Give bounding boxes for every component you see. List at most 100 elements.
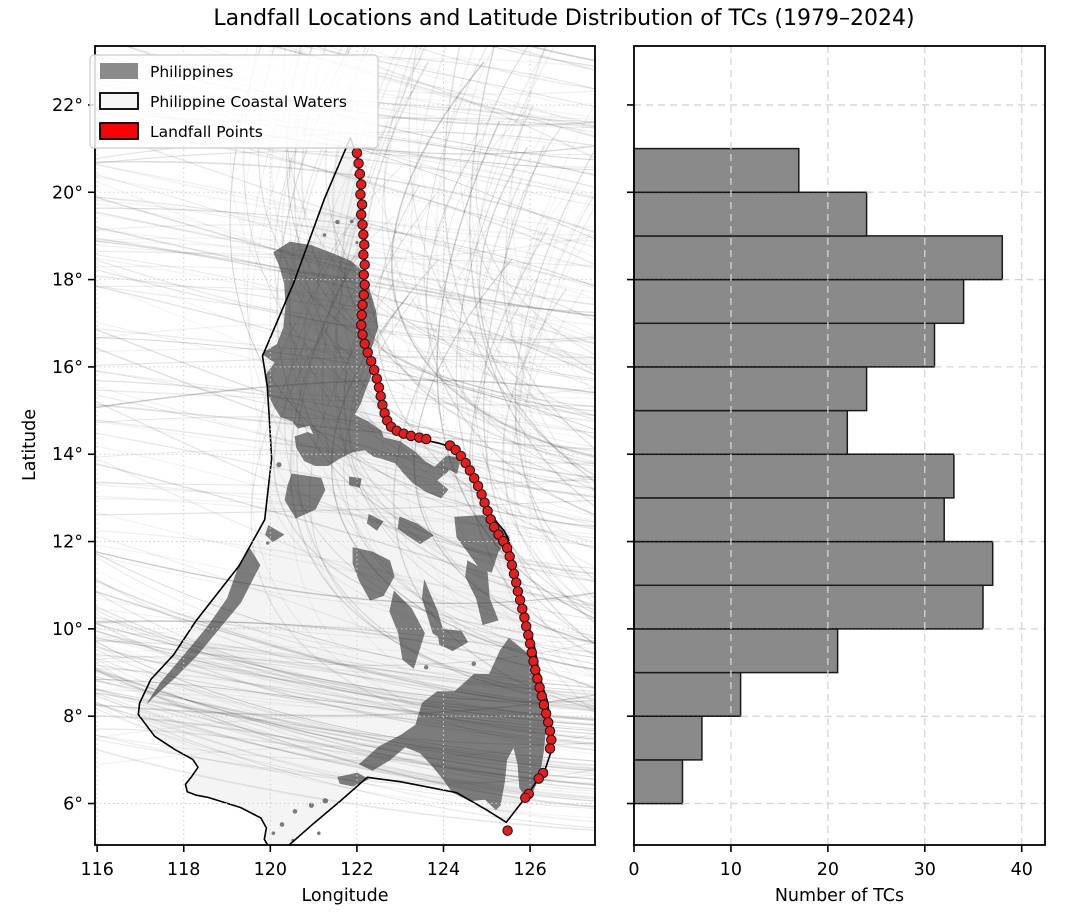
tc-track-line: [472, 178, 595, 613]
tc-track-line: [257, 46, 595, 408]
tc-track-line: [95, 475, 595, 497]
tc-track-line: [95, 728, 595, 786]
tc-track-line: [95, 456, 595, 637]
landfall-point: [354, 168, 366, 180]
tc-track-line: [314, 176, 595, 650]
tc-track-line: [288, 88, 595, 574]
landfall-point: [355, 179, 367, 190]
tc-track-line: [95, 385, 595, 496]
map-ytick-label: 8°: [63, 707, 83, 727]
tc-track-line: [502, 288, 595, 625]
landfall-point: [528, 655, 539, 667]
islet: [335, 219, 340, 225]
tc-track-line: [95, 403, 595, 451]
map-xlabel: Longitude: [301, 886, 389, 906]
tc-track-line: [461, 113, 595, 639]
tc-track-line: [95, 254, 595, 389]
tc-track-line: [95, 202, 595, 376]
tc-track-line: [95, 692, 595, 808]
landfall-point: [517, 603, 528, 615]
landfall-point: [371, 373, 383, 384]
hist-bar: [633, 147, 800, 194]
tc-track-line: [95, 196, 595, 267]
landfall-point: [351, 147, 363, 159]
landfall-point: [532, 673, 543, 684]
tc-track-line: [503, 125, 595, 450]
tc-track-line: [443, 46, 595, 477]
tc-track-line: [95, 617, 595, 692]
tc-track-line: [248, 103, 595, 628]
landfall-point: [359, 338, 370, 350]
tc-track-line: [95, 226, 595, 314]
tc-track-line: [95, 703, 595, 819]
map-xtick-label: 120: [254, 860, 287, 880]
island-panay: [352, 547, 395, 601]
tc-track-line: [95, 379, 595, 409]
tc-track-line: [95, 370, 595, 515]
map-xtick-label: 122: [340, 860, 373, 880]
tc-track-line: [95, 639, 595, 701]
tc-track-line: [95, 321, 595, 434]
tc-track-line: [470, 46, 595, 372]
tc-track-line: [501, 46, 595, 72]
tc-track-line: [315, 46, 595, 610]
landfall-point: [542, 717, 554, 728]
landfall-point: [534, 682, 545, 693]
landfall-point: [514, 594, 526, 606]
tc-track-line: [393, 340, 595, 710]
tc-track-line: [95, 480, 595, 583]
islet: [308, 802, 315, 808]
tc-track-line: [95, 638, 595, 695]
tc-track-line: [290, 174, 595, 742]
tc-track-line: [95, 432, 595, 530]
legend-box: [89, 54, 379, 149]
landfall-point: [375, 390, 386, 402]
tc-track-line: [409, 46, 595, 90]
tc-track-line: [512, 225, 595, 623]
tc-track-line: [258, 272, 595, 658]
legend-swatch-white-black-edge: [99, 92, 139, 110]
landfall-point: [356, 199, 368, 210]
islet: [279, 822, 285, 827]
hist-bar: [633, 191, 868, 237]
landfall-point: [357, 299, 368, 311]
landfall-point: [523, 629, 534, 641]
map-xtick-label: 124: [427, 860, 460, 880]
tc-track-line: [95, 275, 595, 359]
hist-bar: [633, 497, 945, 543]
tc-track-line: [436, 121, 595, 620]
tc-track-line: [485, 210, 595, 715]
tc-track-line: [332, 46, 595, 529]
tc-track-line: [95, 657, 595, 772]
tc-track-line: [95, 511, 595, 598]
tc-track-line: [95, 370, 595, 400]
tc-track-line: [95, 597, 595, 685]
tc-track-line: [425, 139, 595, 516]
tc-track-line: [288, 49, 595, 539]
tc-track-line: [95, 661, 595, 795]
tc-track-line: [282, 46, 595, 381]
tc-track-line: [95, 336, 595, 431]
island-bohol: [436, 628, 469, 652]
tc-track-line: [95, 175, 595, 236]
tc-track-line: [392, 116, 595, 517]
tc-track-line: [514, 148, 595, 582]
histogram-xlabel: Number of TCs: [774, 886, 905, 906]
tc-track-line: [95, 327, 595, 366]
tc-track-line: [95, 734, 595, 785]
tc-track-line: [95, 715, 595, 786]
tc-track-line: [95, 552, 595, 689]
landfall-point: [502, 825, 513, 836]
tc-track-line: [95, 355, 595, 367]
landfall-point: [464, 465, 476, 476]
islet: [317, 831, 321, 836]
landfall-point: [365, 355, 377, 367]
map-xtick-label: 118: [167, 860, 200, 880]
tc-track-line: [459, 46, 595, 568]
hist-bar: [633, 453, 955, 499]
tc-track-line: [317, 131, 595, 523]
tc-track-line: [95, 678, 595, 775]
tc-track-line: [95, 620, 595, 700]
hist-bar: [633, 715, 703, 761]
tc-track-line: [95, 667, 595, 790]
